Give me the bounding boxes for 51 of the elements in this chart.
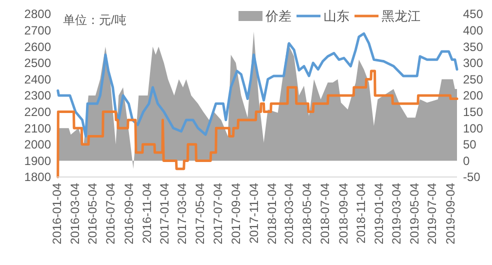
- x-tick-label: 2018-07-04: [318, 182, 332, 244]
- y-tick-label: 2600: [24, 40, 52, 54]
- y-tick-label: 2700: [24, 24, 52, 38]
- y-tick-label: 2000: [24, 138, 52, 152]
- x-tick-label: 2019-03-04: [389, 182, 404, 244]
- annotation: 单位：元/吨: [63, 13, 126, 27]
- line-series: [56, 70, 458, 178]
- x-tick-label: 2017-09-04: [229, 182, 244, 244]
- line-series: [56, 32, 458, 138]
- y-tick-label: 2500: [24, 56, 52, 70]
- y-tick-label: 2400: [24, 72, 52, 86]
- y2-tick-label: 200: [463, 88, 484, 103]
- x-tick-label: 2017-05-04: [192, 182, 207, 244]
- y2-tick-label: 150: [463, 105, 484, 119]
- x-tick-label: 2016-05-04: [86, 182, 100, 244]
- y-tick-label: 1800: [24, 170, 52, 184]
- y2-tick-label: 100: [463, 121, 484, 136]
- x-tick-label: 2019-07-04: [425, 182, 440, 244]
- legend-label: 山东: [324, 8, 350, 24]
- x-tick-label: 2019-09-04: [443, 182, 458, 244]
- y-tick-label: 2800: [24, 7, 52, 22]
- x-tick-label: 2016-09-04: [122, 182, 136, 244]
- x-tick-label: 2017-07-04: [210, 182, 225, 244]
- y2-tick-label: 400: [463, 24, 484, 38]
- y-tick-label: 1900: [24, 154, 52, 168]
- x-tick-label: 2016-03-04: [68, 182, 82, 244]
- y2-tick-label: 450: [463, 7, 484, 22]
- legend-label: 价差: [264, 8, 292, 24]
- y2-tick-label: 350: [463, 40, 484, 54]
- x-tick-label: 2019-05-04: [407, 182, 422, 244]
- x-tick-label: 2016-11-04: [140, 182, 154, 244]
- x-tick-label: 2016-07-04: [104, 182, 118, 244]
- y2-tick-label: 0: [463, 154, 470, 168]
- legend-label: 黑龙江: [382, 8, 420, 24]
- x-tick-label: 2017-01-04: [158, 182, 172, 244]
- y2-tick-label: -50: [463, 170, 481, 184]
- x-tick-label: 2017-03-04: [175, 182, 190, 244]
- y2-tick-label: 50: [463, 138, 477, 152]
- x-tick-label: 2019-01-04: [372, 182, 386, 244]
- y-tick-label: 2200: [24, 105, 52, 119]
- x-tick-label: 2018-11-04: [354, 182, 368, 244]
- y-tick-label: 2300: [24, 88, 52, 103]
- x-tick-label: 2018-05-04: [300, 182, 314, 244]
- x-tick-label: 2017-11-04: [246, 182, 261, 244]
- x-tick-label: 2018-03-04: [282, 182, 296, 244]
- x-tick-label: 2018-09-04: [336, 182, 350, 244]
- x-tick-label: 2018-01-04: [264, 182, 279, 244]
- y2-tick-label: 300: [463, 56, 484, 70]
- y-tick-label: 2100: [24, 121, 52, 136]
- x-tick-label: 2016-01-04: [50, 182, 64, 244]
- y2-tick-label: 250: [463, 72, 484, 86]
